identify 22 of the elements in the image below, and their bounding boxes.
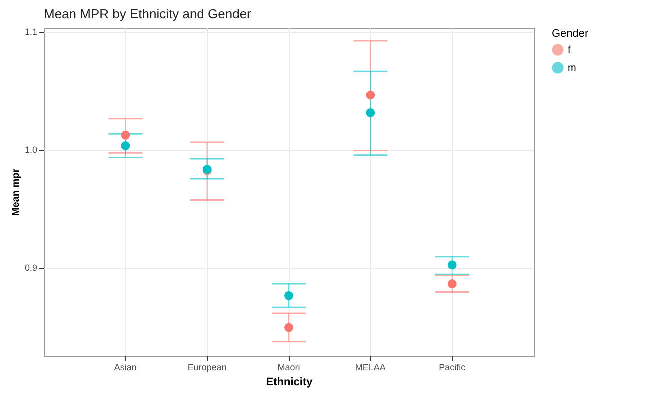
x-tick-label: Asian [114,362,137,372]
legend-title: Gender [552,28,590,40]
y-tick-label: 0.9 [24,263,38,274]
x-tick-label: European [188,362,227,372]
y-tick-label: 1.0 [24,145,38,156]
y-tick-label: 1.1 [24,27,38,38]
point [448,280,457,288]
legend-label: f [568,45,571,56]
point [366,90,376,100]
point [366,108,376,118]
x-tick-label: MELAA [355,362,386,372]
x-tick-label: Maori [278,362,300,372]
point [284,291,294,300]
legend-label: m [568,63,576,74]
chart-title: Mean MPR by Ethnicity and Gender [44,6,252,22]
x-axis-title: Ethnicity [266,376,314,388]
point [121,142,130,150]
y-axis-title: Mean mpr [10,168,22,216]
x-tick-label: Pacific [439,362,466,372]
point [448,260,457,270]
point [121,130,130,140]
point [284,323,294,332]
